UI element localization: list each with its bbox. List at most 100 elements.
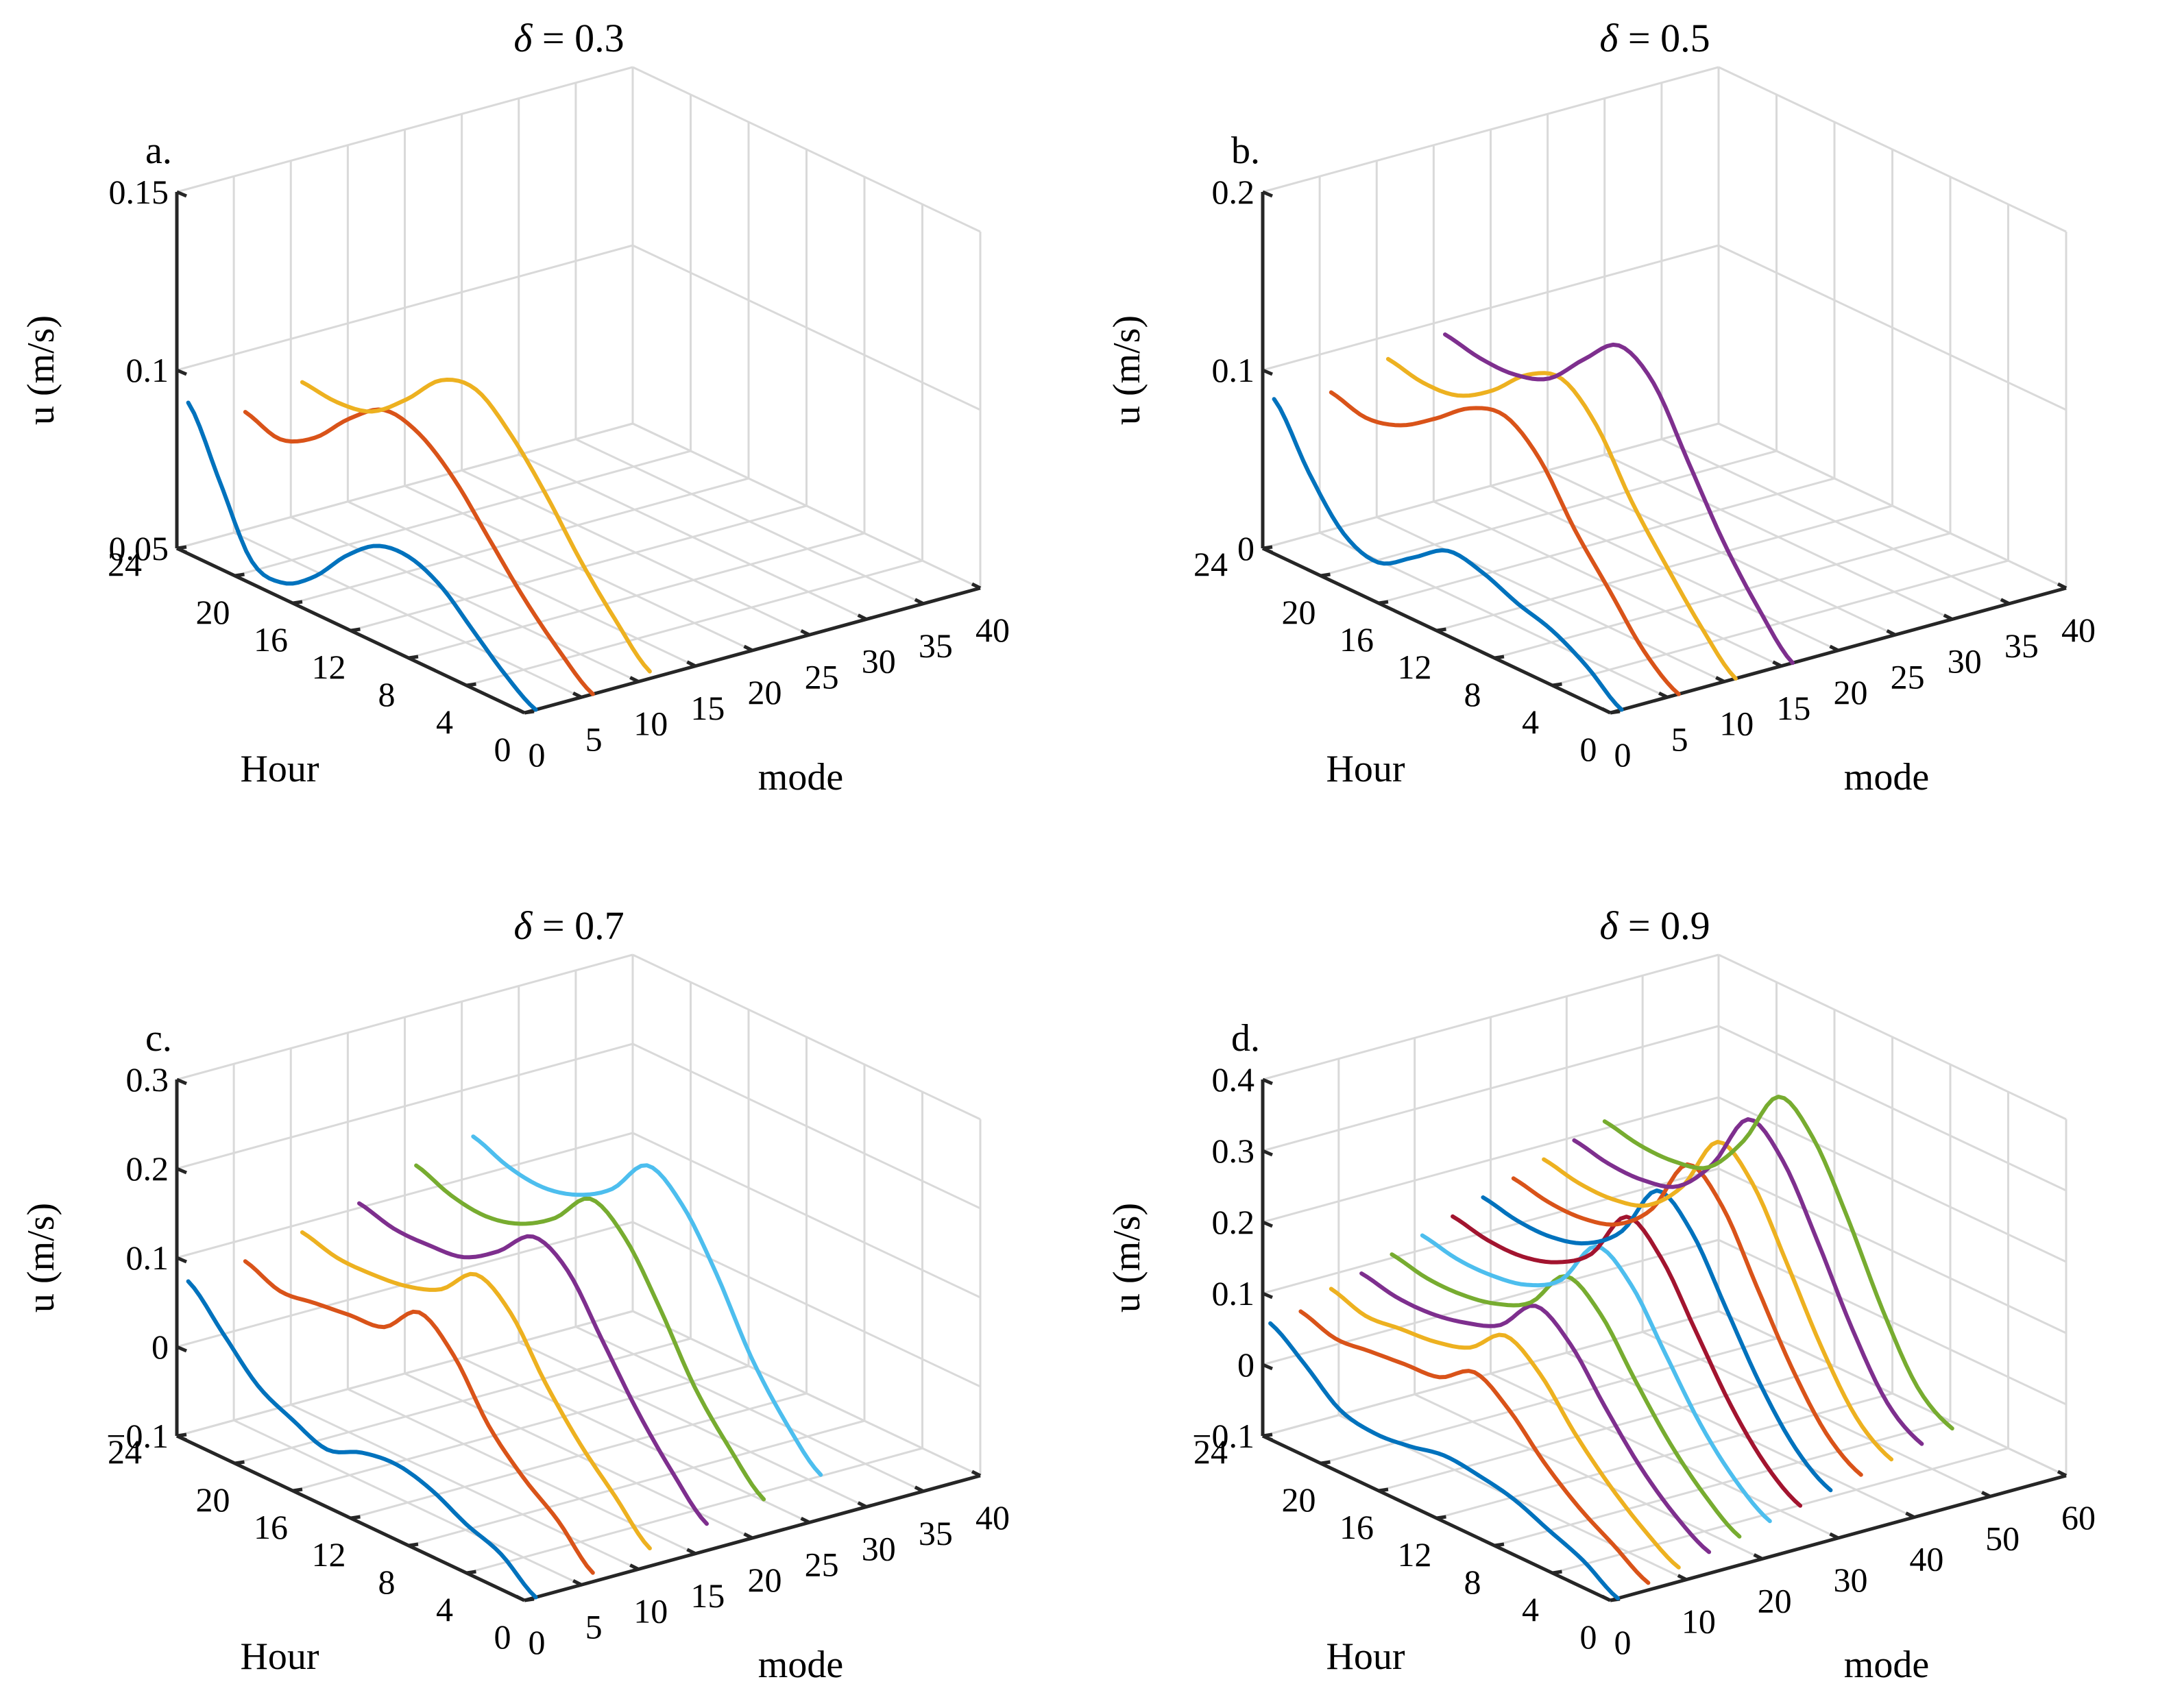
grid-line: [632, 244, 981, 411]
mode-tick: [1981, 1491, 1991, 1498]
grid-line: [461, 469, 810, 636]
series-group: [186, 378, 652, 712]
hour-tick-label: 8: [1464, 1563, 1481, 1601]
mode-tick: [1886, 629, 1896, 637]
u-tick-label: 0.05: [109, 529, 169, 568]
series-group: [186, 1134, 823, 1600]
series-line-mode-6: [243, 1259, 595, 1575]
grid-line: [632, 1042, 981, 1210]
mode-tick: [800, 629, 810, 637]
hour-tick: [234, 572, 245, 578]
hour-tick-label: 8: [1464, 675, 1481, 713]
hour-tick-label: 0: [1580, 1618, 1597, 1656]
grid-line: [1661, 438, 2010, 605]
mode-tick: [572, 1579, 583, 1587]
mode-tick: [914, 598, 924, 605]
hour-tick: [350, 1515, 361, 1520]
hour-tick-label: 24: [1193, 545, 1228, 583]
hour-tick-label: 24: [108, 545, 142, 583]
grid-line: [632, 1132, 981, 1299]
hour-tick-label: 4: [436, 1590, 453, 1628]
hour-tick-label: 4: [1522, 703, 1539, 741]
hour-tick: [1436, 627, 1446, 633]
mode-tick-label: 50: [1985, 1519, 2020, 1557]
title-value: = 0.7: [532, 903, 624, 948]
grid-line: [632, 953, 981, 1121]
u-tick-label: 0.1: [126, 1239, 169, 1277]
hour-tick: [1378, 600, 1389, 605]
hour-tick-label: 24: [1193, 1432, 1228, 1471]
grid-line: [1718, 66, 2067, 233]
grid-line: [1262, 953, 1719, 1081]
mode-tick: [1753, 1553, 1763, 1561]
mode-tick: [971, 582, 982, 590]
grid-line: [1718, 1310, 2067, 1477]
hour-tick-label: 8: [378, 675, 396, 713]
grid-line: [1262, 1310, 1719, 1437]
hour-tick: [466, 682, 476, 687]
mode-tick-label: 25: [805, 1545, 839, 1583]
mode-tick: [1829, 644, 1839, 652]
series-line-mode-1: [186, 400, 538, 712]
series-line-mode-1: [186, 1279, 538, 1600]
series-line-mode-9: [1329, 1286, 1681, 1570]
grid-line: [1718, 244, 2067, 411]
grid-line: [1547, 469, 1896, 636]
hour-axis-label: Hour: [240, 1635, 319, 1678]
mode-axis-label: mode: [758, 1644, 843, 1686]
mode-tick: [572, 692, 583, 699]
mode-tick-label: 10: [633, 705, 668, 743]
grid-line: [176, 422, 633, 550]
hour-tick: [408, 655, 419, 660]
mode-tick-label: 15: [690, 689, 725, 727]
series-line-mode-29: [1481, 1188, 1833, 1493]
grid-line: [518, 1341, 867, 1508]
u-axis-label: u (m/s): [1106, 315, 1148, 425]
grid-line: [1718, 1239, 2067, 1406]
mode-tick-label: 40: [2061, 611, 2096, 649]
hour-tick: [1494, 1542, 1505, 1548]
hour-tick-label: 16: [1339, 1508, 1374, 1546]
mode-tick: [1677, 1574, 1687, 1581]
grid-line: [176, 66, 633, 193]
mode-tick-label: 30: [862, 1530, 896, 1568]
hour-tick: [292, 600, 303, 605]
u-tick-label: 0.1: [1212, 351, 1255, 389]
mode-tick-label: 15: [1776, 689, 1810, 727]
hour-axis-label: Hour: [1326, 748, 1405, 790]
hour-tick-label: 20: [196, 593, 230, 631]
hour-tick: [1436, 1515, 1446, 1520]
panel-title: δ = 0.3: [513, 16, 624, 60]
mode-tick-label: 20: [748, 673, 782, 711]
mode-tick: [2057, 1469, 2068, 1478]
grid-line: [461, 1356, 810, 1524]
series-line-mode-16: [1443, 332, 1795, 666]
grid-line: [233, 1419, 582, 1586]
mode-tick-label: 25: [1891, 657, 1925, 696]
u-tick: [1262, 1434, 1273, 1442]
series-line-mode-37: [1542, 1140, 1894, 1462]
series-line-mode-11: [300, 378, 652, 674]
mode-tick: [686, 1548, 696, 1555]
grid-line: [404, 485, 753, 652]
u-tick: [176, 1256, 187, 1264]
series-line-mode-41: [1572, 1117, 1924, 1446]
u-tick-label: 0: [1237, 529, 1254, 568]
series-line-mode-13: [1359, 1271, 1712, 1554]
panel-label: d.: [1231, 1017, 1260, 1060]
hour-tick-label: 12: [312, 1535, 346, 1574]
grid-line: [1262, 1025, 1719, 1152]
grid-line: [632, 1310, 981, 1477]
mode-tick-label: 35: [919, 1514, 953, 1552]
mode-tick: [857, 613, 867, 621]
grid-line: [1262, 1167, 1719, 1295]
series-line-mode-16: [357, 1201, 709, 1526]
grid-line: [176, 953, 633, 1081]
panel-label: a.: [145, 130, 172, 172]
mode-tick-label: 5: [1671, 720, 1688, 758]
hour-tick-label: 4: [1522, 1590, 1539, 1628]
